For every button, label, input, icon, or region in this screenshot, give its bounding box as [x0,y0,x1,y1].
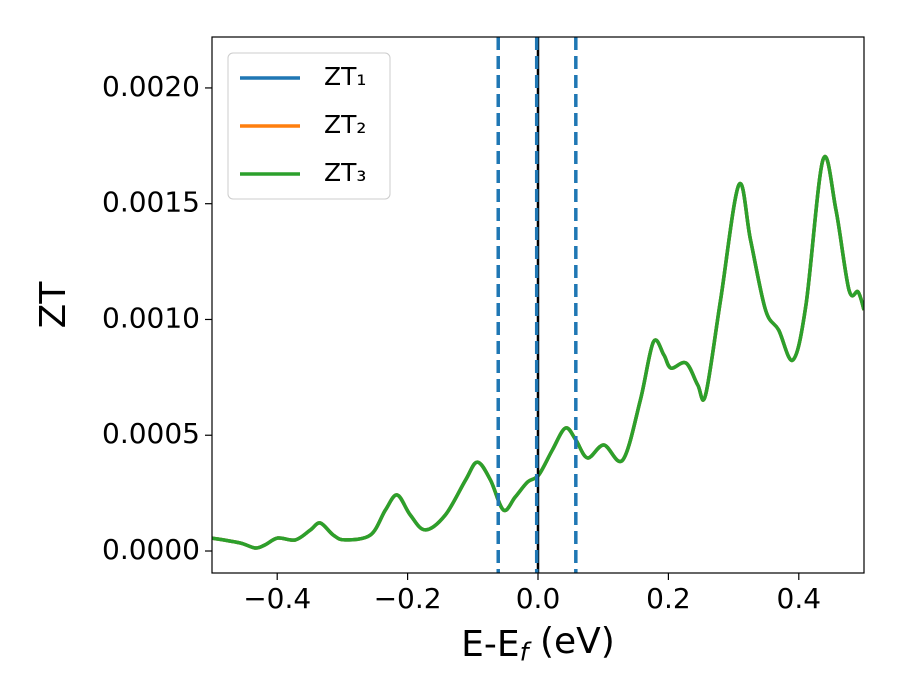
x-tick-label: −0.4 [243,582,311,615]
x-tick-label: 0.0 [516,582,561,615]
legend-box [227,52,391,200]
x-tick-label: 0.4 [777,582,822,615]
plot-frame [211,36,865,574]
x-tick-label: −0.2 [374,582,442,615]
y-tick-label: 0.0020 [102,70,200,103]
y-tick-label: 0.0015 [102,186,200,219]
x-axis-label: E-Ef (eV) [461,621,615,667]
y-tick-label: 0.0005 [102,417,200,450]
plot-area [212,37,864,573]
x-tick-label: 0.2 [646,582,691,615]
y-tick-label: 0.0010 [102,301,200,334]
legend-label: ZT₂ [324,110,366,139]
legend-label: ZT₁ [324,62,366,91]
data-line [212,155,864,550]
y-axis-label: ZT [33,281,74,329]
legend-label: ZT₃ [324,158,366,187]
y-tick-label: 0.0000 [102,533,200,566]
legend: ZT₁ ZT₂ ZT₃ [227,52,391,200]
